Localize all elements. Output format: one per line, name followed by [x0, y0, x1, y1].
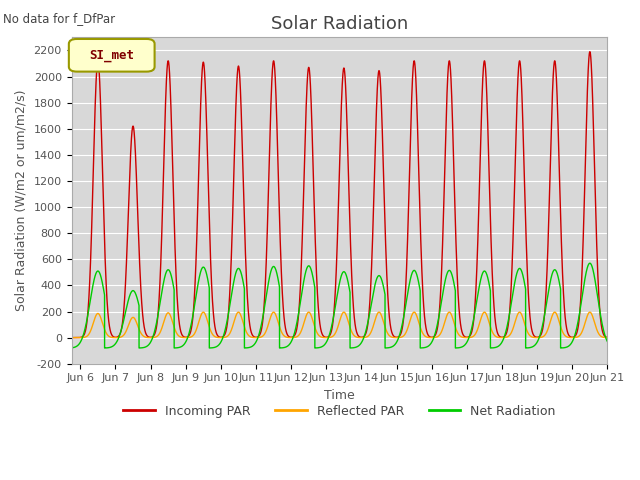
Reflected PAR: [604, 335, 611, 340]
Incoming PAR: [100, 207, 108, 213]
Net Radiation: [575, 313, 583, 319]
Net Radiation: [586, 260, 594, 266]
Net Radiation: [100, 287, 108, 292]
Net Radiation: [70, 345, 78, 350]
Net Radiation: [68, 345, 76, 351]
FancyBboxPatch shape: [69, 39, 155, 72]
Reflected PAR: [70, 335, 78, 340]
Reflected PAR: [68, 335, 76, 340]
Net Radiation: [486, 345, 494, 351]
Incoming PAR: [90, 152, 97, 158]
Incoming PAR: [575, 318, 583, 324]
Legend: Incoming PAR, Reflected PAR, Net Radiation: Incoming PAR, Reflected PAR, Net Radiati…: [118, 400, 561, 423]
Net Radiation: [173, 345, 180, 351]
Reflected PAR: [269, 309, 277, 315]
Reflected PAR: [90, 319, 97, 324]
Text: SI_met: SI_met: [89, 49, 134, 62]
Incoming PAR: [70, 335, 78, 340]
Text: No data for f_DfPar: No data for f_DfPar: [3, 12, 115, 25]
Reflected PAR: [330, 333, 337, 338]
Net Radiation: [604, 339, 611, 345]
Reflected PAR: [173, 330, 180, 336]
Title: Solar Radiation: Solar Radiation: [271, 15, 408, 33]
Net Radiation: [330, 314, 337, 320]
Incoming PAR: [586, 49, 594, 55]
X-axis label: Time: Time: [324, 389, 355, 402]
Line: Incoming PAR: Incoming PAR: [72, 52, 607, 337]
Reflected PAR: [100, 324, 108, 329]
Incoming PAR: [68, 335, 76, 340]
Line: Net Radiation: Net Radiation: [72, 263, 607, 348]
Reflected PAR: [575, 333, 583, 339]
Line: Reflected PAR: Reflected PAR: [72, 312, 607, 337]
Net Radiation: [90, 278, 97, 284]
Incoming PAR: [173, 284, 180, 289]
Y-axis label: Solar Radiation (W/m2 or um/m2/s): Solar Radiation (W/m2 or um/m2/s): [15, 90, 28, 312]
Incoming PAR: [604, 335, 611, 340]
Incoming PAR: [330, 314, 337, 320]
